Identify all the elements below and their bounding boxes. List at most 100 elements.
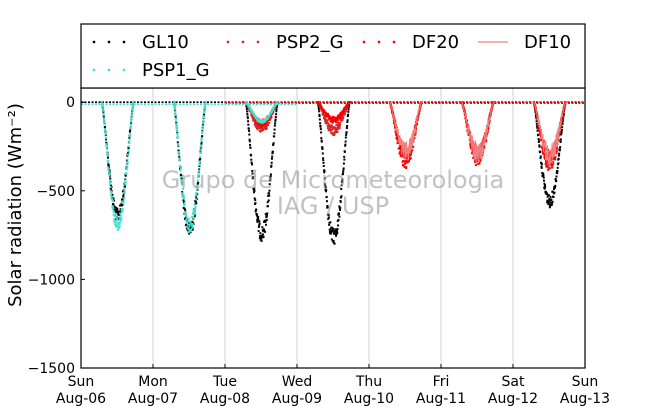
data-point <box>201 132 204 135</box>
data-point <box>538 140 541 143</box>
data-point <box>338 205 341 208</box>
legend-marker <box>107 40 111 44</box>
data-point <box>109 185 112 188</box>
watermark: Grupo de Micrometeorologia IAG / USP <box>162 166 504 220</box>
data-point <box>344 110 347 113</box>
data-point <box>560 128 563 131</box>
data-point <box>108 174 111 177</box>
data-point <box>130 116 133 119</box>
data-point <box>336 231 339 234</box>
data-point <box>338 121 340 124</box>
data-point <box>105 139 108 142</box>
data-point <box>330 124 333 127</box>
data-point <box>266 214 268 217</box>
data-point <box>266 205 269 208</box>
data-point <box>332 239 335 242</box>
data-point <box>544 190 547 193</box>
data-point <box>188 230 191 233</box>
data-point <box>198 162 201 165</box>
legend-marker <box>92 40 96 44</box>
data-point <box>132 103 135 106</box>
data-point <box>268 194 271 197</box>
data-point <box>408 155 411 158</box>
data-point <box>338 126 341 129</box>
data-point <box>190 230 193 233</box>
data-point <box>406 156 409 159</box>
data-point <box>320 105 323 108</box>
data-point <box>193 211 196 214</box>
data-point <box>555 175 558 178</box>
data-point <box>327 216 330 219</box>
data-point <box>112 203 115 206</box>
data-point <box>252 191 255 194</box>
data-point <box>111 207 114 210</box>
data-point <box>542 176 545 179</box>
data-point <box>130 113 133 116</box>
data-point <box>126 161 129 164</box>
data-point <box>338 116 341 119</box>
data-point <box>178 153 181 156</box>
data-point <box>189 226 192 229</box>
data-point <box>556 170 559 173</box>
data-point <box>266 122 269 125</box>
data-point <box>116 211 119 214</box>
data-point <box>264 220 267 223</box>
data-point <box>322 165 325 168</box>
data-point <box>547 149 550 152</box>
data-point <box>129 129 132 132</box>
data-point <box>178 157 181 160</box>
x-tick-label-day: Sun <box>68 374 95 390</box>
data-point <box>249 146 252 149</box>
data-point <box>556 172 559 175</box>
data-point <box>121 198 124 201</box>
data-point <box>543 187 546 190</box>
data-point <box>544 185 547 188</box>
data-point <box>399 144 402 147</box>
data-point <box>270 165 273 168</box>
data-point <box>114 220 117 223</box>
data-point <box>325 200 328 203</box>
data-point <box>536 129 539 132</box>
data-point <box>334 232 337 235</box>
data-point <box>401 147 404 150</box>
data-point <box>118 225 121 228</box>
legend-marker <box>107 68 111 72</box>
data-point <box>274 119 277 122</box>
data-point <box>267 199 270 202</box>
data-point <box>186 220 189 223</box>
series-line-segment <box>460 101 495 164</box>
data-point <box>549 201 552 204</box>
data-point <box>398 152 401 155</box>
data-point <box>174 117 177 120</box>
data-point <box>187 217 190 220</box>
data-point <box>551 190 554 193</box>
data-point <box>191 225 194 228</box>
data-point <box>539 133 542 136</box>
data-point <box>338 215 341 218</box>
data-point <box>482 140 484 143</box>
data-point <box>175 127 178 130</box>
data-point <box>178 151 181 154</box>
data-point <box>551 200 554 203</box>
data-point <box>487 127 490 130</box>
data-point <box>251 115 254 118</box>
data-point <box>540 165 543 168</box>
data-point <box>482 144 485 147</box>
data-point <box>106 151 109 154</box>
data-point <box>554 184 557 187</box>
data-point <box>326 127 329 130</box>
data-point <box>263 229 266 232</box>
data-point <box>102 110 105 113</box>
legend-marker <box>241 40 245 44</box>
data-point <box>255 121 258 124</box>
data-point <box>196 185 199 188</box>
data-point <box>106 154 109 157</box>
data-point <box>116 207 119 210</box>
data-point <box>173 102 176 105</box>
data-point <box>190 222 193 225</box>
data-point <box>102 112 105 115</box>
data-point <box>325 189 328 192</box>
data-point <box>103 121 106 124</box>
data-point <box>188 229 191 232</box>
data-point <box>328 223 331 226</box>
